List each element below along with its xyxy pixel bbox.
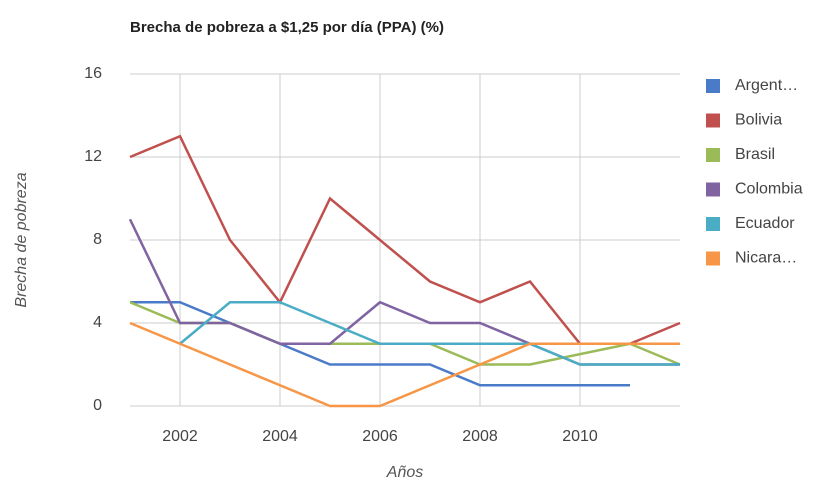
chart-title: Brecha de pobreza a $1,25 por día (PPA) … bbox=[130, 19, 444, 36]
y-tick-label: 4 bbox=[93, 314, 102, 331]
legend-label: Brasil bbox=[735, 146, 775, 163]
legend-swatch bbox=[706, 79, 720, 93]
y-axis-label: Brecha de pobreza bbox=[13, 172, 30, 307]
y-tick-label: 8 bbox=[93, 231, 102, 248]
x-tick-label: 2002 bbox=[162, 428, 198, 445]
x-axis-label: Años bbox=[386, 464, 423, 481]
legend-label: Colombia bbox=[735, 181, 803, 198]
y-tick-label: 12 bbox=[84, 148, 102, 165]
legend-swatch bbox=[706, 217, 720, 231]
legend-swatch bbox=[706, 113, 720, 128]
y-tick-label: 0 bbox=[93, 397, 102, 414]
x-tick-label: 2004 bbox=[262, 428, 298, 445]
legend-label: Argent… bbox=[735, 77, 798, 94]
legend-label: Bolivia bbox=[735, 112, 782, 129]
series-line bbox=[179, 301, 680, 366]
x-tick-label: 2010 bbox=[562, 428, 598, 445]
legend-swatch bbox=[706, 182, 720, 197]
x-tick-label: 2006 bbox=[362, 428, 398, 445]
legend-label: Nicara… bbox=[735, 250, 797, 267]
x-tick-label: 2008 bbox=[462, 428, 498, 445]
legend-swatch bbox=[706, 148, 720, 162]
legend-swatch bbox=[706, 251, 720, 266]
y-tick-label: 16 bbox=[84, 65, 102, 82]
legend-label: Ecuador bbox=[735, 215, 795, 232]
series-line bbox=[129, 321, 680, 408]
